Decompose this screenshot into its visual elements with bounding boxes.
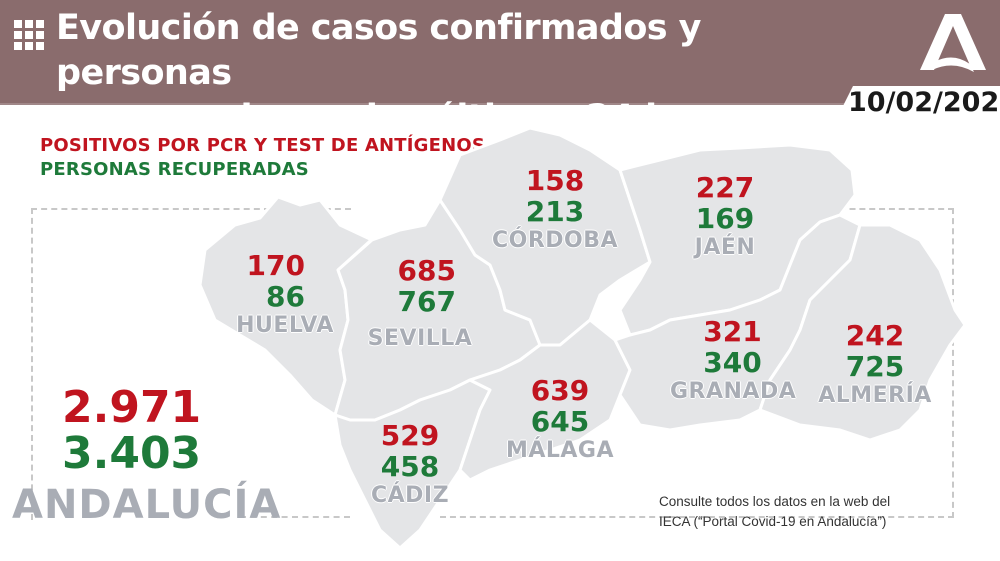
cadiz-label: CÁDIZ: [370, 483, 450, 508]
report-date: 10/02/2021: [848, 87, 1000, 118]
footnote-line-2: IECA (“Portal Covid-19 en Andalucía”): [659, 514, 887, 529]
total-andalucia: 2.971 3.403: [62, 385, 201, 477]
total-label: ANDALUCÍA: [12, 482, 282, 528]
malaga-recovered: 645: [530, 405, 590, 438]
date-tab: [835, 86, 1000, 122]
almeria-recovered: 725: [845, 350, 905, 383]
province-malaga: 639 645 MÁLAGA: [505, 375, 615, 465]
dashed-frame: [31, 208, 351, 520]
almeria-positives: 242: [845, 319, 905, 352]
sevilla-label: SEVILLA: [367, 326, 473, 351]
legend-recovered: PERSONAS RECUPERADAS: [40, 159, 309, 180]
malaga-region: [458, 318, 632, 482]
junta-andalucia-logo-icon: [920, 14, 986, 72]
huelva-positives: 170: [246, 249, 305, 282]
cordoba-recovered: 213: [525, 195, 585, 228]
province-sevilla: 685 767 SEVILLA: [360, 255, 480, 353]
huelva-label: HUELVA: [236, 313, 334, 338]
jaen-label: JAÉN: [694, 235, 756, 260]
province-granada: 321 340 GRANADA: [670, 315, 797, 406]
cordoba-label: CÓRDOBA: [491, 228, 619, 253]
almeria-region: [758, 223, 967, 442]
granada-positives: 321: [703, 315, 762, 348]
dashed-frame-bottom-left: [240, 516, 350, 518]
title-line-1: Evolución de casos confirmados y persona…: [56, 8, 701, 93]
footnote-line-1: Consulte todos los datos en la web del: [659, 494, 891, 509]
jaen-recovered: 169: [695, 202, 755, 235]
header-divider: [0, 103, 1000, 105]
dashed-frame-bottom-right: [440, 516, 954, 518]
province-cordoba: 158 213 CÓRDOBA: [490, 165, 620, 255]
malaga-label: MÁLAGA: [505, 438, 615, 463]
dashed-frame-right: [820, 208, 954, 518]
title-line-2: recuperadas en las últimas 24 horas: [56, 98, 753, 138]
legend: POSITIVOS POR PCR Y TEST DE ANTÍGENOS PE…: [40, 134, 485, 182]
footnote: Consulte todos los datos en la web del I…: [659, 492, 890, 532]
cordoba-positives: 158: [525, 164, 585, 197]
grid-icon: [14, 20, 44, 50]
almeria-label: ALMERÍA: [818, 383, 932, 408]
page-title: Evolución de casos confirmados y persona…: [56, 6, 846, 141]
cadiz-positives: 529: [380, 419, 440, 452]
cadiz-recovered: 458: [380, 450, 440, 483]
jaen-positives: 227: [695, 171, 755, 204]
malaga-positives: 639: [530, 374, 590, 407]
sevilla-positives: 685: [397, 254, 456, 287]
province-jaen: 227 169 JAÉN: [670, 172, 780, 262]
cordoba-region: [438, 126, 652, 347]
header-banner: [0, 0, 1000, 103]
total-recovered: 3.403: [62, 428, 202, 479]
total-positives: 2.971: [62, 382, 202, 433]
province-cadiz: 529 458 CÁDIZ: [360, 420, 460, 510]
sevilla-recovered: 767: [397, 285, 456, 318]
province-almeria: 242 725 ALMERÍA: [815, 320, 935, 410]
province-huelva: 170 86 HUELVA: [225, 250, 345, 340]
granada-recovered: 340: [703, 346, 762, 379]
legend-positives: POSITIVOS POR PCR Y TEST DE ANTÍGENOS: [40, 135, 486, 156]
huelva-recovered: 86: [266, 280, 305, 313]
granada-label: GRANADA: [670, 379, 797, 404]
